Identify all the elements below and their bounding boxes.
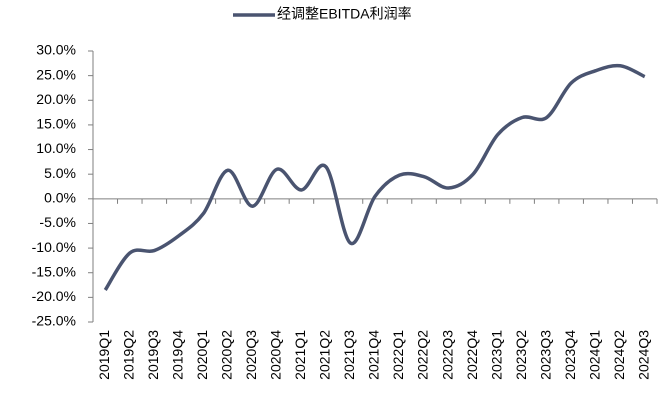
y-tick-label: 0.0% — [44, 190, 76, 206]
x-tick-label: 2019Q4 — [170, 330, 186, 380]
x-tick-label: 2022Q3 — [439, 330, 455, 380]
y-tick-label: -10.0% — [32, 239, 76, 255]
x-tick-label: 2023Q2 — [513, 330, 529, 380]
x-tick-label: 2019Q3 — [145, 330, 161, 380]
x-tick-label: 2023Q4 — [562, 330, 578, 380]
x-tick-label: 2021Q1 — [292, 330, 308, 380]
x-tick-label: 2019Q2 — [120, 330, 136, 380]
x-tick-label: 2024Q2 — [611, 330, 627, 380]
x-tick-label: 2021Q4 — [366, 330, 382, 380]
y-tick-label: -5.0% — [39, 214, 76, 230]
x-tick-label: 2020Q2 — [219, 330, 235, 380]
x-tick-label: 2022Q4 — [464, 330, 480, 380]
x-tick-label: 2020Q1 — [194, 330, 210, 380]
y-tick-label: 20.0% — [36, 91, 76, 107]
x-tick-label: 2020Q4 — [268, 330, 284, 380]
y-tick-label: 5.0% — [44, 165, 76, 181]
x-tick-label: 2023Q3 — [537, 330, 553, 380]
y-tick-label: -25.0% — [32, 313, 76, 329]
series-line — [103, 63, 646, 291]
y-tick-label: -20.0% — [32, 288, 76, 304]
x-tick-label: 2024Q3 — [635, 330, 651, 380]
y-tick-label: 25.0% — [36, 66, 76, 82]
x-tick-label: 2023Q1 — [488, 330, 504, 380]
y-tick-label: 30.0% — [36, 42, 76, 58]
x-tick-label: 2019Q1 — [96, 330, 112, 380]
x-tick-label: 2020Q3 — [243, 330, 259, 380]
x-tick-label: 2022Q1 — [390, 330, 406, 380]
y-tick-label: 15.0% — [36, 116, 76, 132]
legend-label: 经调整EBITDA利润率 — [277, 6, 412, 22]
x-tick-label: 2021Q3 — [341, 330, 357, 380]
x-tick-label: 2021Q2 — [317, 330, 333, 380]
x-tick-label: 2022Q2 — [415, 330, 431, 380]
y-tick-label: -15.0% — [32, 263, 76, 279]
y-tick-label: 10.0% — [36, 140, 76, 156]
x-tick-label: 2024Q1 — [586, 330, 602, 380]
